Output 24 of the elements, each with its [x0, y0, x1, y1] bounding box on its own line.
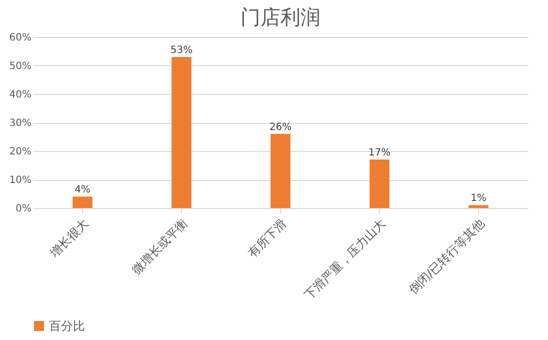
bar: [468, 205, 488, 208]
bar: [172, 56, 192, 208]
x-tick-label: 微增长或平衡: [129, 216, 190, 277]
bar: [370, 160, 390, 208]
text: 17%: [368, 148, 391, 159]
y-tick-label: 30%: [9, 118, 32, 129]
y-tick-label: 60%: [9, 32, 32, 44]
bar: [270, 134, 290, 208]
text: 53%: [170, 44, 193, 56]
text: 1%: [470, 193, 486, 204]
y-tick-label: 40%: [9, 90, 32, 100]
x-tick-label: 增长很大: [46, 216, 91, 261]
legend-label: 百分比: [49, 319, 85, 333]
text: 4%: [74, 184, 90, 196]
x-tick-label: 有所下滑: [245, 216, 289, 260]
y-tick-label: 0%: [16, 204, 32, 214]
chart-title: 门店利润: [240, 5, 320, 29]
x-tick-label: 倒闭/已转行等其他: [406, 216, 487, 297]
x-tick-label: 下滑严重，压力山大: [302, 216, 388, 302]
y-tick-label: 10%: [9, 175, 32, 186]
text: 26%: [269, 122, 292, 133]
bar: [72, 196, 92, 208]
y-tick-label: 20%: [9, 146, 32, 158]
y-tick-label: 50%: [9, 61, 32, 72]
